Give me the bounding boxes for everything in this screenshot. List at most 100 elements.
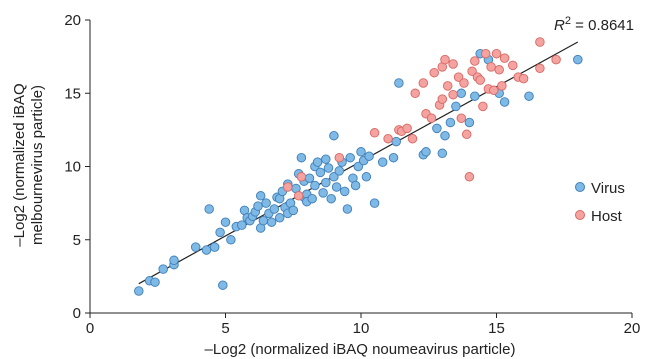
point-host — [508, 60, 518, 71]
point-virus — [323, 163, 334, 173]
point-host — [491, 48, 502, 59]
point-host — [383, 133, 393, 144]
point-virus — [388, 152, 399, 163]
point-virus — [269, 204, 280, 214]
point-virus — [312, 157, 323, 167]
point-virus — [150, 277, 160, 287]
y-tick-label: 15 — [64, 85, 81, 102]
point-virus — [364, 151, 374, 161]
point-virus — [339, 186, 350, 197]
y-axis-title: –Log2 (normalized iBAQ melbournevirus pa… — [11, 83, 46, 246]
point-virus — [421, 147, 431, 157]
point-virus — [226, 235, 236, 245]
series-virus — [134, 48, 583, 296]
point-host — [551, 54, 561, 65]
point-virus — [318, 188, 328, 198]
point-host — [486, 62, 496, 72]
point-host — [448, 89, 458, 100]
point-host — [467, 66, 477, 77]
point-virus — [432, 123, 442, 134]
point-virus — [204, 204, 214, 214]
point-virus — [190, 242, 201, 252]
point-virus — [353, 161, 364, 172]
data-points — [134, 37, 583, 296]
point-virus — [310, 180, 320, 191]
point-host — [478, 101, 488, 112]
point-host — [283, 182, 293, 192]
point-virus — [169, 255, 179, 266]
point-virus — [524, 91, 534, 101]
point-host — [440, 54, 450, 65]
axes: 0 5 10 15 20 0 5 10 15 20 — [64, 12, 640, 337]
point-virus — [451, 101, 461, 112]
point-virus — [253, 201, 263, 211]
x-tick-label: 10 — [353, 320, 370, 337]
point-host — [442, 81, 453, 91]
point-virus — [315, 167, 326, 178]
legend: Virus Host — [575, 180, 625, 225]
x-tick-label: 20 — [624, 320, 641, 337]
point-host — [535, 63, 545, 74]
point-host — [448, 59, 458, 69]
y-axis-title-line-1: –Log2 (normalized iBAQ — [11, 83, 28, 246]
point-host — [480, 48, 491, 59]
legend-label-virus: Virus — [591, 180, 625, 197]
x-axis-title: –Log2 (normalized iBAQ noumeavirus parti… — [205, 341, 516, 358]
y-tick-label: 20 — [64, 12, 81, 29]
point-virus — [391, 136, 401, 147]
point-host — [464, 172, 475, 182]
point-host — [453, 72, 464, 82]
point-host — [494, 65, 504, 75]
point-virus — [573, 54, 583, 65]
point-host — [407, 133, 418, 144]
point-virus — [158, 264, 168, 274]
point-host — [402, 123, 412, 134]
point-virus — [329, 130, 339, 141]
point-virus — [321, 154, 331, 164]
point-virus — [288, 205, 299, 216]
point-host — [410, 88, 420, 99]
x-tick-label: 15 — [488, 320, 505, 337]
y-tick-label: 10 — [64, 159, 81, 176]
point-virus — [266, 217, 277, 227]
point-virus — [209, 242, 220, 252]
y-tick-label: 5 — [73, 232, 81, 249]
y-tick-label: 0 — [73, 305, 81, 322]
point-host — [334, 152, 345, 163]
point-virus — [134, 286, 144, 296]
point-host — [489, 85, 499, 96]
point-virus — [274, 213, 285, 223]
point-virus — [329, 172, 339, 182]
legend-marker-virus — [575, 182, 585, 192]
point-virus — [350, 180, 361, 191]
point-host — [418, 78, 429, 88]
point-host — [426, 113, 437, 123]
point-host — [470, 56, 480, 66]
point-virus — [237, 220, 247, 230]
point-host — [437, 94, 448, 104]
point-virus — [296, 152, 307, 163]
point-virus — [464, 117, 475, 128]
point-host — [475, 75, 485, 85]
point-virus — [445, 117, 456, 128]
point-virus — [331, 182, 342, 192]
point-virus — [304, 173, 315, 183]
point-virus — [456, 88, 467, 99]
point-host — [459, 78, 469, 88]
point-host — [296, 172, 307, 182]
point-virus — [470, 91, 480, 101]
point-virus — [377, 157, 388, 167]
point-host — [429, 67, 439, 78]
point-virus — [326, 193, 336, 204]
point-virus — [334, 166, 345, 176]
point-virus — [255, 191, 266, 201]
point-host — [518, 73, 529, 84]
point-host — [535, 37, 545, 47]
point-virus — [394, 78, 404, 88]
point-virus — [307, 193, 317, 204]
series-host — [283, 37, 561, 201]
point-virus — [218, 280, 228, 290]
point-virus — [356, 147, 366, 157]
point-host — [293, 191, 304, 201]
